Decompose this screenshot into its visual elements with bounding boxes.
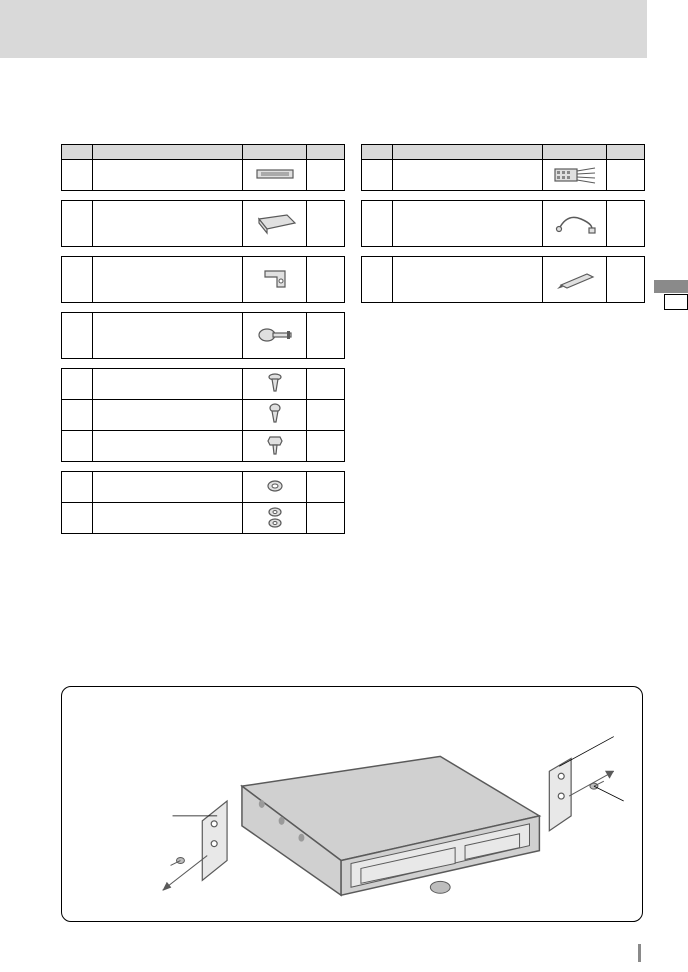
table-cell [93, 369, 243, 400]
table-row [62, 400, 345, 431]
table-row [62, 431, 345, 462]
table-cell [62, 472, 93, 503]
table-cell [362, 257, 393, 303]
table-row [62, 201, 345, 247]
table-cell [93, 160, 243, 191]
table-cell [62, 160, 93, 191]
table-header [243, 145, 307, 160]
table-cell [243, 257, 307, 303]
table-cell [393, 201, 543, 247]
table-cell [307, 472, 345, 503]
table-cell [307, 160, 345, 191]
table-cell [62, 201, 93, 247]
parts-table [61, 312, 345, 359]
table-cell [243, 431, 307, 462]
table-row [62, 160, 345, 191]
table-cell [62, 503, 93, 534]
tables-area [61, 144, 649, 543]
table-cell [307, 201, 345, 247]
table-cell [362, 201, 393, 247]
table-cell [543, 201, 607, 247]
parts-table [361, 144, 645, 191]
table-header [362, 145, 393, 160]
table-cell [93, 503, 243, 534]
table-cell [243, 313, 307, 359]
page-marker [638, 944, 641, 962]
table-row [362, 160, 645, 191]
table-cell [243, 400, 307, 431]
table-header [607, 145, 645, 160]
table-cell [243, 369, 307, 400]
table-cell [243, 503, 307, 534]
table-cell [607, 257, 645, 303]
table-cell [62, 257, 93, 303]
header-bar [0, 0, 647, 58]
table-cell [93, 400, 243, 431]
table-cell [93, 257, 243, 303]
table-cell [62, 313, 93, 359]
table-cell [607, 201, 645, 247]
table-cell [62, 369, 93, 400]
parts-table [61, 256, 345, 303]
install-figure [61, 686, 643, 922]
table-header [543, 145, 607, 160]
table-cell [393, 257, 543, 303]
side-tab [654, 280, 688, 293]
device-illustration [62, 687, 642, 921]
table-cell [307, 369, 345, 400]
table-cell [307, 503, 345, 534]
table-cell [93, 431, 243, 462]
table-cell [62, 400, 93, 431]
table-cell [93, 201, 243, 247]
table-row [62, 369, 345, 400]
table-cell [62, 431, 93, 462]
table-cell [307, 313, 345, 359]
side-index-box [664, 294, 688, 310]
table-header [307, 145, 345, 160]
table-row [62, 313, 345, 359]
parts-table [61, 144, 345, 191]
table-row [62, 257, 345, 303]
table-header [62, 145, 93, 160]
table-cell [93, 313, 243, 359]
table-header [93, 145, 243, 160]
table-cell [362, 160, 393, 191]
table-cell [243, 201, 307, 247]
table-row [362, 201, 645, 247]
table-cell [243, 472, 307, 503]
table-cell [543, 257, 607, 303]
table-cell [307, 257, 345, 303]
table-cell [307, 431, 345, 462]
table-cell [607, 160, 645, 191]
table-row [62, 503, 345, 534]
parts-table [61, 368, 345, 462]
table-cell [543, 160, 607, 191]
table-cell [93, 472, 243, 503]
parts-table [61, 471, 345, 534]
parts-table [361, 256, 645, 303]
table-cell [307, 400, 345, 431]
table-row [62, 472, 345, 503]
parts-table [361, 200, 645, 247]
left-column [61, 144, 345, 543]
table-row [362, 257, 645, 303]
table-cell [393, 160, 543, 191]
parts-table [61, 200, 345, 247]
table-cell [243, 160, 307, 191]
right-column [361, 144, 645, 543]
table-header [393, 145, 543, 160]
